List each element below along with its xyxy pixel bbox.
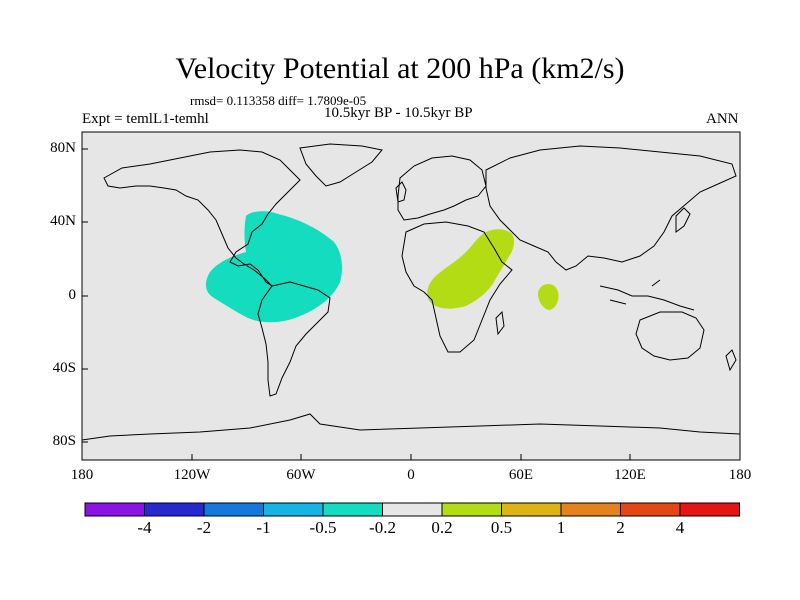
map-background: [82, 132, 740, 460]
coast-greenland: [299, 143, 383, 187]
colorbar-box-6: [382, 502, 443, 517]
coast-antarctica: [81, 413, 741, 441]
lat-label-40n: 40N: [50, 213, 76, 229]
colorbar-box-3: [203, 502, 264, 517]
coast-south-america: [257, 281, 331, 397]
colorbar-label-7: 0.5: [490, 518, 513, 537]
coast-japan: [675, 207, 691, 233]
colorbar-label-3: -1: [256, 518, 271, 537]
lat-label-80s: 80S: [52, 433, 76, 449]
lon-label-180e: 180: [728, 467, 752, 483]
lon-label-120w: 120W: [173, 467, 211, 483]
stats-text: rmsd= 0.113358 diff= 1.7809e-05: [190, 93, 367, 108]
lon-label-60e: 60E: [508, 467, 534, 483]
coast-se-asia-islands: [599, 279, 695, 311]
season-label: ANN: [706, 111, 739, 127]
coast-africa: [401, 221, 513, 353]
colorbar-box-11: [679, 502, 740, 517]
colorbar-box-10: [620, 502, 681, 517]
colorbar-label-4: -0.5: [309, 518, 337, 537]
colorbar-box-2: [144, 502, 205, 517]
colorbar-box-1: [84, 502, 145, 517]
colorbar: [84, 502, 740, 517]
coast-new-zealand: [725, 349, 737, 372]
tick-marks: [81, 148, 741, 460]
lon-label-60w: 60W: [286, 467, 316, 483]
colorbar-label-8: 1: [556, 518, 566, 537]
lon-label-120e: 120E: [614, 467, 646, 483]
coast-north-america: [103, 149, 301, 287]
colorbar-label-9: 2: [616, 518, 625, 537]
colorbar-label-10: 4: [675, 518, 685, 537]
coast-madagascar: [495, 310, 505, 336]
colorbar-box-4: [263, 502, 324, 517]
experiment-label: Expt = temlL1-temhl: [82, 111, 209, 127]
colorbar-label-5: -0.2: [369, 518, 396, 537]
lon-label-180w: 180: [70, 467, 94, 483]
plot-title: Velocity Potential at 200 hPa (km2/s): [175, 52, 625, 85]
lat-label-0: 0: [68, 287, 77, 303]
coastlines: [81, 143, 741, 441]
region-americas-negative: [205, 211, 342, 323]
colorbar-label-1: -4: [137, 518, 152, 537]
colorbar-label-2: -2: [196, 518, 212, 537]
lon-label-0: 0: [407, 467, 415, 483]
lat-label-80n: 80N: [50, 140, 76, 156]
coast-asia: [485, 145, 737, 271]
period-label: 10.5kyr BP - 10.5kyr BP: [324, 105, 473, 121]
colorbar-box-5: [322, 502, 383, 517]
region-eastafrica-positive: [427, 229, 515, 309]
colorbar-box-8: [501, 502, 562, 517]
coast-australia: [635, 311, 705, 361]
lat-label-40s: 40S: [52, 360, 76, 376]
coast-britain: [395, 181, 407, 203]
colorbar-label-6: 0.2: [431, 518, 453, 537]
colorbar-box-7: [441, 502, 502, 517]
colorbar-box-9: [560, 502, 621, 517]
coast-europe: [397, 155, 487, 221]
region-indianocean-positive: [538, 284, 559, 310]
